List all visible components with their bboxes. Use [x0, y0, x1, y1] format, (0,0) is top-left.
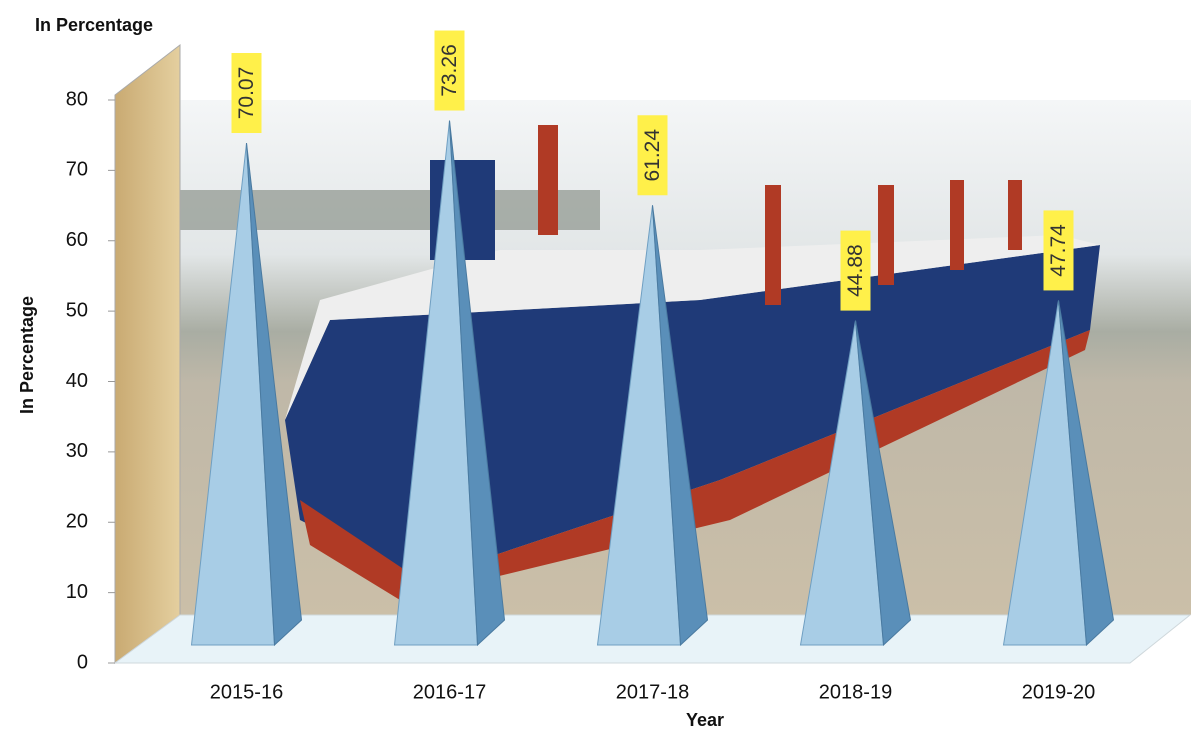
value-label-bg	[840, 230, 871, 311]
y-tick-label: 60	[66, 229, 88, 251]
pyramid	[1002, 300, 1115, 647]
pyramid-side	[652, 205, 709, 647]
value-label-box: 73.26	[434, 30, 465, 111]
y-tick-label: 0	[77, 651, 88, 673]
y-tick-label: 10	[66, 581, 88, 603]
y-axis-title: In Percentage	[17, 296, 37, 414]
y-tick-label: 70	[66, 159, 88, 181]
x-tick-label: 2018-19	[819, 681, 892, 703]
pyramid	[596, 205, 709, 647]
value-label-bg	[434, 30, 465, 111]
x-tick-label: 2019-20	[1022, 681, 1095, 703]
x-tick-label: 2016-17	[413, 681, 486, 703]
pyramid	[190, 142, 303, 647]
pyramid-side	[855, 320, 912, 647]
unit-label: In Percentage	[35, 15, 153, 35]
value-label: 73.26	[438, 44, 461, 97]
x-tick-label: 2015-16	[210, 681, 283, 703]
y-tick-label: 30	[66, 440, 88, 462]
value-label: 47.74	[1047, 224, 1070, 277]
pyramid	[799, 320, 912, 647]
x-tick-label: 2017-18	[616, 681, 689, 703]
value-label-bg	[1043, 210, 1074, 291]
value-label: 44.88	[844, 244, 867, 297]
pyramid-side	[1058, 300, 1115, 647]
pyramid-side	[449, 120, 506, 647]
value-label-box: 44.88	[840, 230, 871, 311]
y-tick-label: 40	[66, 370, 88, 392]
value-label: 61.24	[641, 129, 664, 182]
back-wall	[114, 43, 181, 664]
pyramid-side	[246, 142, 303, 647]
value-label-box: 61.24	[637, 115, 668, 196]
x-axis-title: Year	[686, 710, 724, 730]
pyramid	[393, 120, 506, 647]
y-tick-label: 20	[66, 511, 88, 533]
y-tick-label: 50	[66, 299, 88, 321]
value-label: 70.07	[235, 67, 258, 120]
value-label-box: 70.07	[231, 53, 262, 134]
y-tick-label: 80	[66, 88, 88, 110]
value-label-bg	[637, 115, 668, 196]
value-label-box: 47.74	[1043, 210, 1074, 291]
value-label-bg	[231, 53, 262, 134]
